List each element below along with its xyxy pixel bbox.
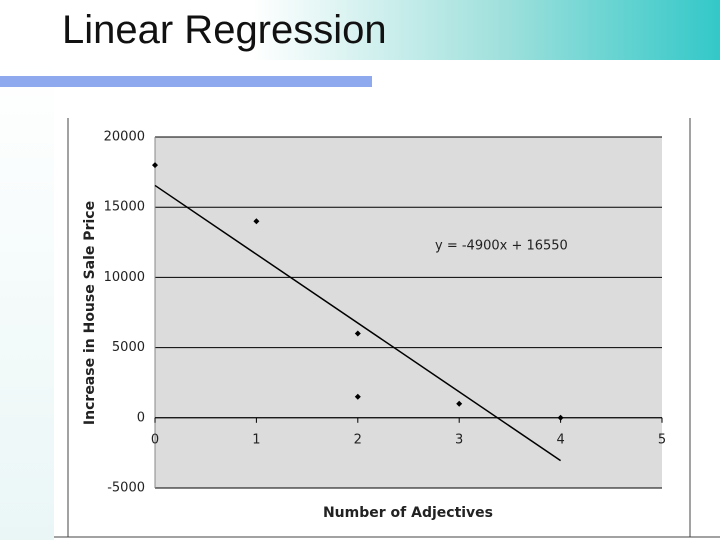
y-tick-label: 0 bbox=[137, 410, 145, 425]
trendline-equation: y = -4900x + 16550 bbox=[435, 239, 568, 254]
data-point bbox=[152, 162, 158, 169]
data-point bbox=[354, 330, 361, 337]
x-axis-label: Number of Adjectives bbox=[323, 505, 493, 521]
plot-area bbox=[155, 137, 662, 488]
title-band bbox=[0, 0, 720, 60]
slide-title: Linear Regression bbox=[62, 8, 387, 52]
x-tick-label: 4 bbox=[556, 432, 564, 447]
data-point bbox=[456, 400, 463, 407]
data-point bbox=[354, 393, 361, 400]
x-tick-label: 3 bbox=[455, 432, 463, 447]
y-tick-label: 5000 bbox=[112, 340, 145, 355]
y-axis-label: Increase in House Sale Price bbox=[82, 201, 98, 425]
x-tick-label: 0 bbox=[151, 432, 159, 447]
x-tick-label: 1 bbox=[252, 432, 260, 447]
x-tick-label: 2 bbox=[354, 432, 362, 447]
y-tick-label: 20000 bbox=[104, 130, 145, 145]
y-tick-label: 10000 bbox=[104, 270, 145, 285]
x-tick-label: 5 bbox=[658, 432, 666, 447]
y-tick-label: 15000 bbox=[104, 200, 145, 215]
side-band bbox=[0, 60, 54, 540]
data-point bbox=[253, 218, 260, 225]
accent-bar bbox=[0, 76, 372, 87]
trendline bbox=[154, 184, 562, 462]
data-point bbox=[557, 414, 564, 421]
y-tick-label: -5000 bbox=[107, 481, 145, 496]
